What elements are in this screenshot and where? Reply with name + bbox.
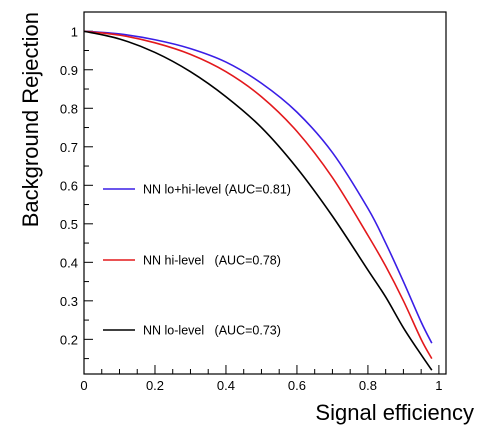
x-tick-label: 0.2 — [146, 378, 164, 393]
y-tick-label: 0.5 — [60, 217, 78, 232]
y-tick-label: 0.2 — [60, 332, 78, 347]
y-tick-label: 1 — [71, 24, 78, 39]
series-line-3 — [83, 30, 433, 371]
y-axis-title: Background Rejection — [18, 12, 43, 227]
y-tick-label: 0.8 — [60, 101, 78, 116]
x-axis-ticks: 0 0.2 0.4 0.6 0.8 1 — [80, 365, 443, 393]
x-tick-label: 0 — [80, 378, 87, 393]
x-tick-label: 0.8 — [359, 378, 377, 393]
legend-label-2: NN hi-level (AUC=0.78) — [143, 254, 281, 268]
x-axis-title: Signal efficiency — [315, 400, 474, 425]
legend-label-1: NN lo+hi-level (AUC=0.81) — [143, 183, 291, 197]
series-lines — [83, 30, 433, 371]
y-tick-label: 0.4 — [60, 255, 78, 270]
x-tick-label: 0.6 — [288, 378, 306, 393]
legend: NN lo+hi-level (AUC=0.81) NN hi-level (AU… — [103, 183, 291, 338]
x-tick-label: 1 — [435, 378, 442, 393]
series-line-2 — [83, 30, 433, 359]
y-tick-label: 0.7 — [60, 140, 78, 155]
legend-label-3: NN lo-level (AUC=0.73) — [143, 324, 281, 338]
y-axis-ticks: 0.2 0.3 0.4 0.5 0.6 0.7 0.8 0.9 1 — [60, 24, 93, 360]
series-line-1 — [83, 30, 433, 344]
y-tick-label: 0.6 — [60, 178, 78, 193]
y-tick-label: 0.9 — [60, 63, 78, 78]
x-tick-label: 0.4 — [217, 378, 235, 393]
plot-frame — [83, 11, 447, 375]
y-tick-label: 0.3 — [60, 294, 78, 309]
